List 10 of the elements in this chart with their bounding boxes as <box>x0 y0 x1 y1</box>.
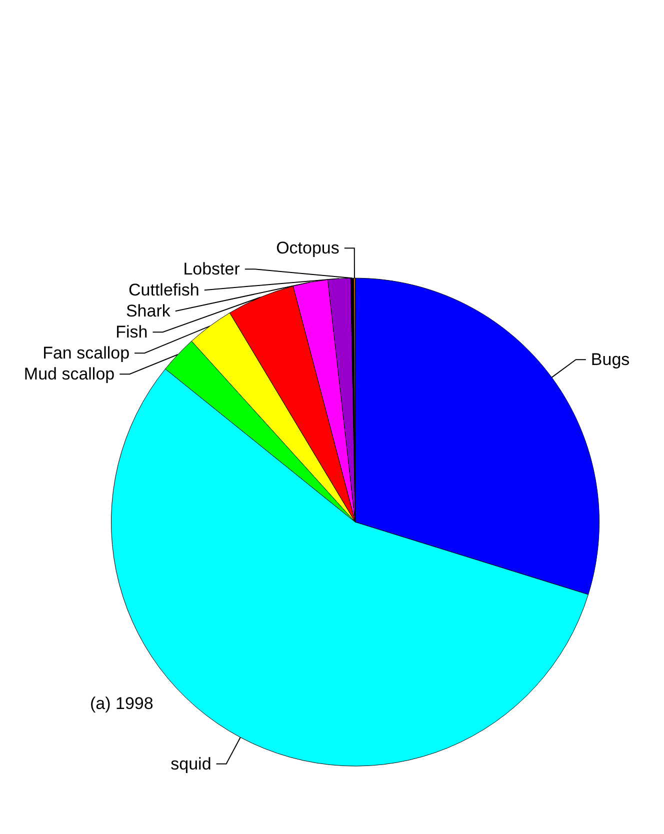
slice-label: Fish <box>116 322 148 342</box>
slice-label: Bugs <box>590 350 630 370</box>
slice-label: Octopus <box>276 238 340 258</box>
slice-label: squid <box>170 754 212 774</box>
slice-label: Fan scallop <box>42 344 130 363</box>
slice-label: Mud scallop <box>24 364 115 384</box>
text: (a) 1998 <box>90 694 154 713</box>
slice-label: Shark <box>126 302 171 321</box>
slice-label: Lobster <box>183 260 240 279</box>
slice-label: Cuttlefish <box>128 280 200 300</box>
